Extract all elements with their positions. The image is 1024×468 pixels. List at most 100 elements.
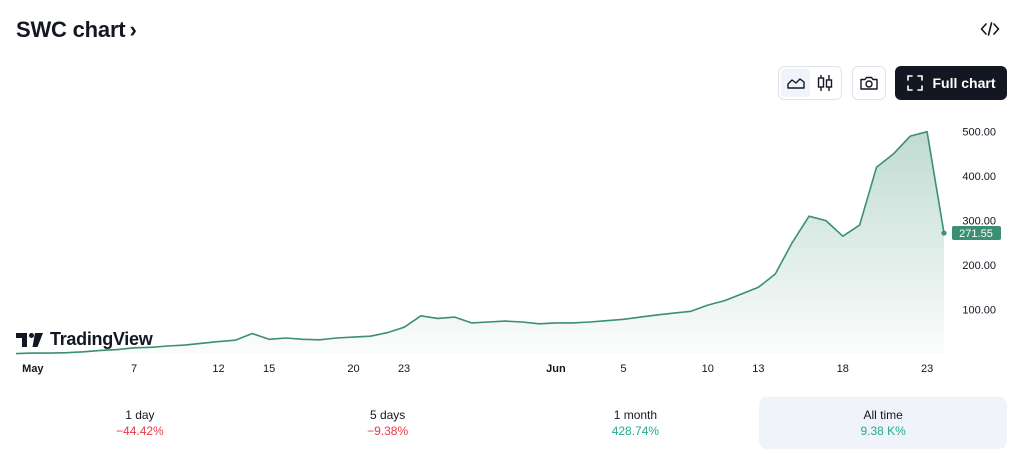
price-point	[470, 321, 473, 324]
price-point	[689, 310, 692, 313]
snapshot-button[interactable]	[852, 66, 886, 100]
code-brackets-icon	[980, 22, 1000, 36]
price-point	[166, 344, 169, 347]
price-point	[824, 219, 827, 222]
price-point	[504, 320, 507, 323]
period-change: 9.38 K%	[860, 424, 906, 438]
price-area-fill	[16, 131, 944, 354]
y-tick-label: 100.00	[962, 305, 996, 317]
price-point	[875, 166, 878, 169]
price-point	[386, 331, 389, 334]
price-point	[588, 320, 591, 323]
camera-icon	[860, 76, 878, 90]
price-point	[15, 352, 18, 355]
chart-type-switcher	[778, 66, 842, 100]
tradingview-logo-icon	[16, 332, 43, 347]
price-point	[571, 321, 574, 324]
price-point	[453, 316, 456, 319]
x-tick-label: 18	[837, 363, 849, 375]
price-point	[757, 286, 760, 289]
full-chart-label: Full chart	[932, 75, 996, 91]
x-tick-label: 23	[921, 363, 933, 375]
x-tick-label: 10	[702, 363, 714, 375]
chart-title-link[interactable]: SWC chart ›	[16, 16, 137, 44]
area-chart-icon	[786, 78, 805, 89]
last-price-label: 271.55	[952, 226, 1001, 241]
period-label: 5 days	[369, 408, 406, 422]
tradingview-logo[interactable]: TradingView	[16, 329, 153, 350]
price-line	[15, 130, 945, 355]
tradingview-logo-text: TradingView	[50, 329, 153, 349]
last-price-text: 271.55	[959, 228, 993, 240]
price-point	[403, 326, 406, 329]
chevron-right-icon: ›	[129, 17, 137, 42]
price-point	[774, 272, 777, 275]
x-axis: May 7 12 15 20 23 Jun 5 10 13 18 23	[22, 363, 933, 375]
last-price-dot	[941, 230, 947, 236]
price-point	[419, 314, 422, 317]
price-point	[554, 321, 557, 324]
period-label: All time	[863, 408, 903, 422]
area-chart-button[interactable]	[781, 69, 810, 97]
period-label: 1 day	[125, 408, 155, 422]
price-point	[48, 352, 51, 355]
price-point	[791, 241, 794, 244]
x-tick-label: 5	[620, 363, 626, 375]
price-point	[436, 317, 439, 320]
candlestick-icon	[817, 75, 832, 91]
price-point	[217, 340, 220, 343]
price-point	[673, 312, 676, 315]
y-axis: 100.00 200.00 300.00 400.00 500.00	[962, 127, 996, 317]
price-point	[183, 344, 186, 347]
price-point	[740, 292, 743, 295]
price-chart[interactable]: 100.00 200.00 300.00 400.00 500.00 May 7 12 15 2…	[0, 105, 1024, 385]
price-point	[622, 318, 625, 321]
price-point	[858, 224, 861, 227]
price-point	[926, 130, 929, 133]
price-point	[82, 350, 85, 353]
x-tick-label: Jun	[546, 363, 566, 375]
period-5-days[interactable]: 5 days −9.38%	[264, 397, 512, 449]
x-tick-label: May	[22, 363, 44, 375]
price-point	[65, 351, 68, 354]
price-point	[318, 338, 321, 341]
period-change: 428.74%	[611, 424, 660, 438]
price-point	[656, 313, 659, 316]
price-point	[909, 135, 912, 138]
y-tick-label: 200.00	[962, 260, 996, 272]
price-point	[538, 322, 541, 325]
y-tick-label: 300.00	[962, 216, 996, 228]
x-tick-label: 7	[131, 363, 137, 375]
period-label: 1 month	[613, 408, 658, 422]
candlestick-button[interactable]	[810, 69, 839, 97]
price-point	[31, 352, 34, 355]
embed-code-button[interactable]	[976, 17, 1004, 41]
price-point	[639, 316, 642, 319]
price-point	[808, 215, 811, 218]
price-point	[841, 235, 844, 238]
period-stats: 1 day −44.42% 5 days −9.38% 1 month 428.…	[16, 397, 1007, 449]
period-change: −44.42%	[116, 424, 164, 438]
price-point	[301, 338, 304, 341]
price-point	[723, 299, 726, 302]
x-tick-label: 15	[263, 363, 275, 375]
period-1-month[interactable]: 1 month 428.74%	[512, 397, 760, 449]
x-tick-label: 23	[398, 363, 410, 375]
y-tick-label: 500.00	[962, 127, 996, 139]
period-change: −9.38%	[367, 424, 409, 438]
page-title: SWC chart	[16, 17, 126, 42]
price-point	[234, 339, 237, 342]
price-point	[487, 320, 490, 323]
x-tick-label: 13	[752, 363, 764, 375]
price-point	[521, 320, 524, 323]
price-point	[251, 332, 254, 335]
price-point	[200, 342, 203, 345]
fullscreen-icon	[907, 75, 924, 91]
full-chart-button[interactable]: Full chart	[895, 66, 1007, 100]
price-point	[369, 335, 372, 338]
price-point	[284, 336, 287, 339]
price-point	[335, 336, 338, 339]
price-point	[892, 152, 895, 155]
period-1-day[interactable]: 1 day −44.42%	[16, 397, 264, 449]
period-all-time[interactable]: All time 9.38 K%	[759, 397, 1007, 449]
